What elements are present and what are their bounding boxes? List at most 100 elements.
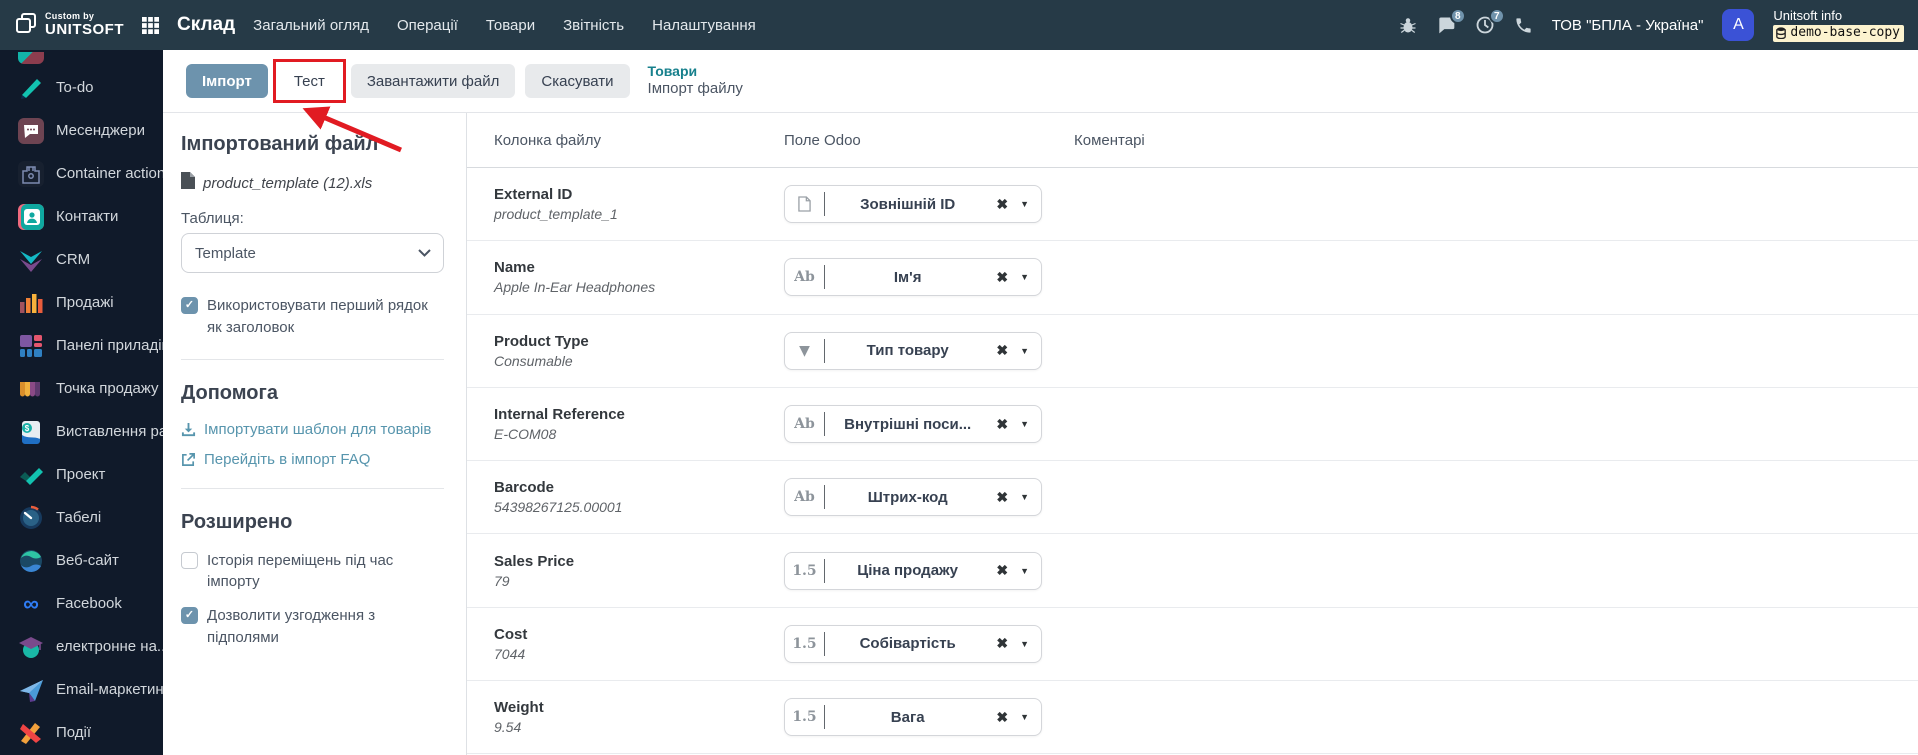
odoo-field-widget[interactable]: Ab Ім'я ✖ ▼ xyxy=(784,258,1042,297)
unitsoft-logo[interactable]: Custom by UNITSOFT xyxy=(14,11,124,40)
menu-item-products[interactable]: Товари xyxy=(485,16,536,34)
sidebar-item-events[interactable]: Події xyxy=(0,711,163,754)
unitsoft-logo-icon xyxy=(14,11,38,40)
menu-item-overview[interactable]: Загальний огляд xyxy=(253,16,369,34)
sidebar-item-contacts[interactable]: Контакти xyxy=(0,195,163,238)
clear-field-icon[interactable]: ✖ xyxy=(996,635,1009,652)
char-field-icon: Ab xyxy=(785,485,825,510)
activities-icon[interactable]: 7 xyxy=(1475,8,1505,35)
divider xyxy=(181,358,444,360)
sidebar-item-elearning[interactable]: електронне на... xyxy=(0,625,163,668)
odoo-field-widget[interactable]: Ab Внутрішні поси... ✖ ▼ xyxy=(784,405,1042,444)
field-dropdown-icon[interactable]: ▼ xyxy=(1020,638,1029,649)
crm-icon xyxy=(18,247,44,273)
project-icon xyxy=(18,462,44,488)
field-dropdown-icon[interactable]: ▼ xyxy=(1020,199,1029,210)
clear-field-icon[interactable]: ✖ xyxy=(996,195,1009,212)
phone-icon[interactable] xyxy=(1514,16,1533,35)
point-of-sale-icon xyxy=(18,376,44,402)
sidebar-item-partial[interactable] xyxy=(0,52,163,66)
breadcrumb-parent-link[interactable]: Товари xyxy=(647,62,698,79)
menu-item-settings[interactable]: Налаштування xyxy=(652,16,756,34)
number-field-icon: 1.5 xyxy=(785,631,825,656)
clear-field-icon[interactable]: ✖ xyxy=(996,268,1009,285)
facebook-icon: ∞ xyxy=(23,590,39,616)
clear-field-icon[interactable]: ✖ xyxy=(996,342,1009,359)
odoo-field-widget[interactable]: Ab Штрих-код ✖ ▼ xyxy=(784,478,1042,517)
field-dropdown-icon[interactable]: ▼ xyxy=(1020,345,1029,356)
breadcrumb-current: Імпорт файлу xyxy=(647,80,743,98)
database-badge: demo-base-copy xyxy=(1773,25,1904,42)
track-history-checkbox[interactable]: Історія переміщень під час імпорту xyxy=(181,550,444,594)
checkbox-unchecked-icon[interactable] xyxy=(181,551,198,569)
header-comments: Коментарі xyxy=(1074,131,1145,149)
sidebar-item-project[interactable]: Проект xyxy=(0,453,163,496)
chevron-down-icon xyxy=(418,249,431,257)
table-select[interactable]: Template xyxy=(181,233,444,273)
table-header-row: Колонка файлу Поле Odoo Коментарі xyxy=(467,113,1918,168)
checkbox-checked-icon[interactable]: ✓ xyxy=(181,297,198,314)
user-menu[interactable]: Unitsoft info demo-base-copy xyxy=(1773,8,1904,42)
table-row: Barcode 54398267125.00001 Ab Штрих-код ✖ … xyxy=(467,461,1918,535)
apps-sidebar: To-do Месенджери Container actions Конта… xyxy=(0,50,163,755)
upload-file-button[interactable]: Завантажити файл xyxy=(350,64,516,98)
import-faq-link[interactable]: Перейдіть в імпорт FAQ xyxy=(181,451,444,468)
first-row-header-checkbox[interactable]: ✓ Використовувати перший рядок як заголо… xyxy=(181,295,444,339)
sidebar-item-messengers[interactable]: Месенджери xyxy=(0,109,163,152)
clear-field-icon[interactable]: ✖ xyxy=(996,708,1009,725)
contacts-icon xyxy=(18,203,44,230)
sidebar-item-facebook[interactable]: ∞ Facebook xyxy=(0,582,163,625)
apps-menu-icon[interactable] xyxy=(142,16,159,34)
table-select-label: Таблиця: xyxy=(181,210,244,227)
allow-matching-subfields-checkbox[interactable]: ✓ Дозволити узгодження з підполями xyxy=(181,605,444,649)
container-actions-icon xyxy=(18,160,44,187)
clear-field-icon[interactable]: ✖ xyxy=(996,415,1009,432)
company-switcher[interactable]: ТОВ "БПЛА - Україна" xyxy=(1551,16,1704,34)
sidebar-item-container-actions[interactable]: Container actions xyxy=(0,152,163,195)
field-dropdown-icon[interactable]: ▼ xyxy=(1020,712,1029,723)
sidebar-item-website[interactable]: Веб-сайт xyxy=(0,539,163,582)
sidebar-item-email-marketing[interactable]: Email-маркетинг xyxy=(0,668,163,711)
import-template-link[interactable]: Імпортувати шаблон для товарів xyxy=(181,421,444,438)
sidebar-item-dashboards[interactable]: Панелі приладів xyxy=(0,324,163,367)
debug-icon[interactable] xyxy=(1399,16,1417,34)
sidebar-item-crm[interactable]: CRM xyxy=(0,238,163,281)
number-field-icon: 1.5 xyxy=(785,705,825,730)
field-dropdown-icon[interactable]: ▼ xyxy=(1020,419,1029,430)
panel-title: Імпортований файл xyxy=(181,133,379,155)
messages-icon[interactable]: 8 xyxy=(1436,8,1466,35)
import-button[interactable]: Імпорт xyxy=(186,64,268,98)
test-button[interactable]: Тест xyxy=(277,64,341,98)
import-toolbar: Імпорт Тест Завантажити файл Скасувати Т… xyxy=(163,50,1918,113)
char-field-icon: Ab xyxy=(785,265,825,290)
odoo-field-widget[interactable]: 1.5 Собівартість ✖ ▼ xyxy=(784,624,1042,663)
sidebar-item-point-of-sale[interactable]: Точка продажу xyxy=(0,367,163,410)
cancel-button[interactable]: Скасувати xyxy=(525,64,630,98)
sidebar-item-sales[interactable]: Продажі xyxy=(0,281,163,324)
avatar[interactable]: A xyxy=(1722,9,1755,41)
clear-field-icon[interactable]: ✖ xyxy=(996,562,1009,579)
invoicing-icon: $ xyxy=(18,419,44,445)
odoo-field-widget[interactable]: 1.5 Ціна продажу ✖ ▼ xyxy=(784,551,1042,590)
odoo-field-widget[interactable]: 1.5 Вага ✖ ▼ xyxy=(784,698,1042,737)
clear-field-icon[interactable]: ✖ xyxy=(996,488,1009,505)
dashboards-icon xyxy=(18,333,44,359)
selection-field-icon: ▼ xyxy=(785,338,825,363)
sidebar-item-timesheets[interactable]: Табелі xyxy=(0,496,163,539)
file-name: product_template (12).xls xyxy=(203,174,373,192)
top-navbar: Custom by UNITSOFT Склад Загальний огляд… xyxy=(0,0,1918,50)
field-dropdown-icon[interactable]: ▼ xyxy=(1020,565,1029,576)
menu-item-reporting[interactable]: Звітність xyxy=(563,16,625,34)
field-dropdown-icon[interactable]: ▼ xyxy=(1020,272,1029,283)
sidebar-item-todo[interactable]: To-do xyxy=(0,66,163,109)
odoo-field-widget[interactable]: ▼ Тип товару ✖ ▼ xyxy=(784,331,1042,370)
checkbox-checked-icon[interactable]: ✓ xyxy=(181,607,198,624)
sidebar-item-invoicing[interactable]: $ Виставлення ра... xyxy=(0,410,163,453)
odoo-field-widget[interactable]: Зовнішній ID ✖ ▼ xyxy=(784,185,1042,224)
import-options-panel: Імпортований файл product_template (12).… xyxy=(163,113,466,755)
current-app-name[interactable]: Склад xyxy=(177,14,236,35)
menu-item-operations[interactable]: Операції xyxy=(396,16,458,34)
field-dropdown-icon[interactable]: ▼ xyxy=(1020,492,1029,503)
number-field-icon: 1.5 xyxy=(785,558,825,583)
